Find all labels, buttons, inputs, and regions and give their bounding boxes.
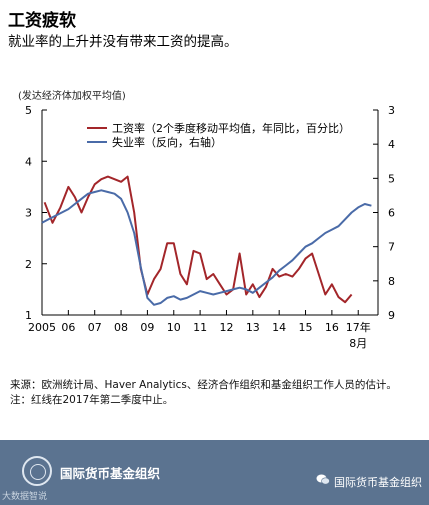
wechat-account-name: 国际货币基金组织 xyxy=(334,476,422,489)
y-left-tick-label: 1 xyxy=(25,309,32,322)
y-right-tick-label: 9 xyxy=(388,309,395,322)
x-tick-label: 12 xyxy=(219,321,233,334)
wage-rate-line xyxy=(43,175,353,304)
footer-banner: 国际货币基金组织 大数据智说 国际货币基金组织 xyxy=(0,440,429,505)
x-tick-label: 16 xyxy=(325,321,339,334)
chart-series xyxy=(41,175,372,306)
y-unit-label: (发达经济体加权平均值) xyxy=(18,91,126,102)
y-right-tick-label: 5 xyxy=(388,172,395,185)
chart-legend: 工资率（2个季度移动平均值，年同比，百分比）失业率（反向，右轴） xyxy=(87,121,350,149)
y-right-tick-label: 4 xyxy=(388,138,395,151)
footer-org-name: 国际货币基金组织 xyxy=(60,466,161,481)
x-tick-label: 06 xyxy=(61,321,75,334)
x-tick-label: 15 xyxy=(299,321,313,334)
x-tick-label: 07 xyxy=(88,321,102,334)
footnote: 注：红线在2017年第二季度中止。 xyxy=(10,394,174,406)
y-left-tick-label: 5 xyxy=(25,104,32,117)
chart-subtitle: 就业率的上升并没有带来工资的提高。 xyxy=(8,34,238,50)
x-tick-label: 11 xyxy=(193,321,207,334)
wechat-icon xyxy=(316,474,330,485)
chart-title: 工资疲软 xyxy=(8,11,76,31)
x-tick-label: 10 xyxy=(167,321,181,334)
x-tick-sublabel: 8月 xyxy=(349,337,367,350)
y-right-tick-label: 6 xyxy=(388,207,395,220)
watermark: 大数据智说 xyxy=(2,492,48,502)
x-tick-label: 14 xyxy=(272,321,286,334)
x-tick-label: 2005 xyxy=(28,321,56,334)
unemployment-rate-line xyxy=(41,189,372,306)
y-right-tick-label: 7 xyxy=(388,241,395,254)
y-right-tick-label: 3 xyxy=(388,104,395,117)
x-tick-label: 08 xyxy=(114,321,128,334)
x-tick-label: 09 xyxy=(140,321,154,334)
x-tick-label: 13 xyxy=(246,321,260,334)
legend-label: 失业率（反向，右轴） xyxy=(112,135,222,149)
imf-logo-icon xyxy=(22,456,52,486)
y-left-tick-label: 3 xyxy=(25,207,32,220)
y-left-tick-label: 4 xyxy=(25,155,32,168)
source-note: 来源：欧洲统计局、Haver Analytics、经济合作组织和基金组织工作人员… xyxy=(10,379,397,391)
legend-label: 工资率（2个季度移动平均值，年同比，百分比） xyxy=(112,121,350,135)
y-right-tick-label: 8 xyxy=(388,275,395,288)
x-tick-label: 17年 xyxy=(346,320,371,334)
chart-notes: 来源：欧洲统计局、Haver Analytics、经济合作组织和基金组织工作人员… xyxy=(10,378,420,408)
y-left-tick-label: 2 xyxy=(25,258,32,271)
